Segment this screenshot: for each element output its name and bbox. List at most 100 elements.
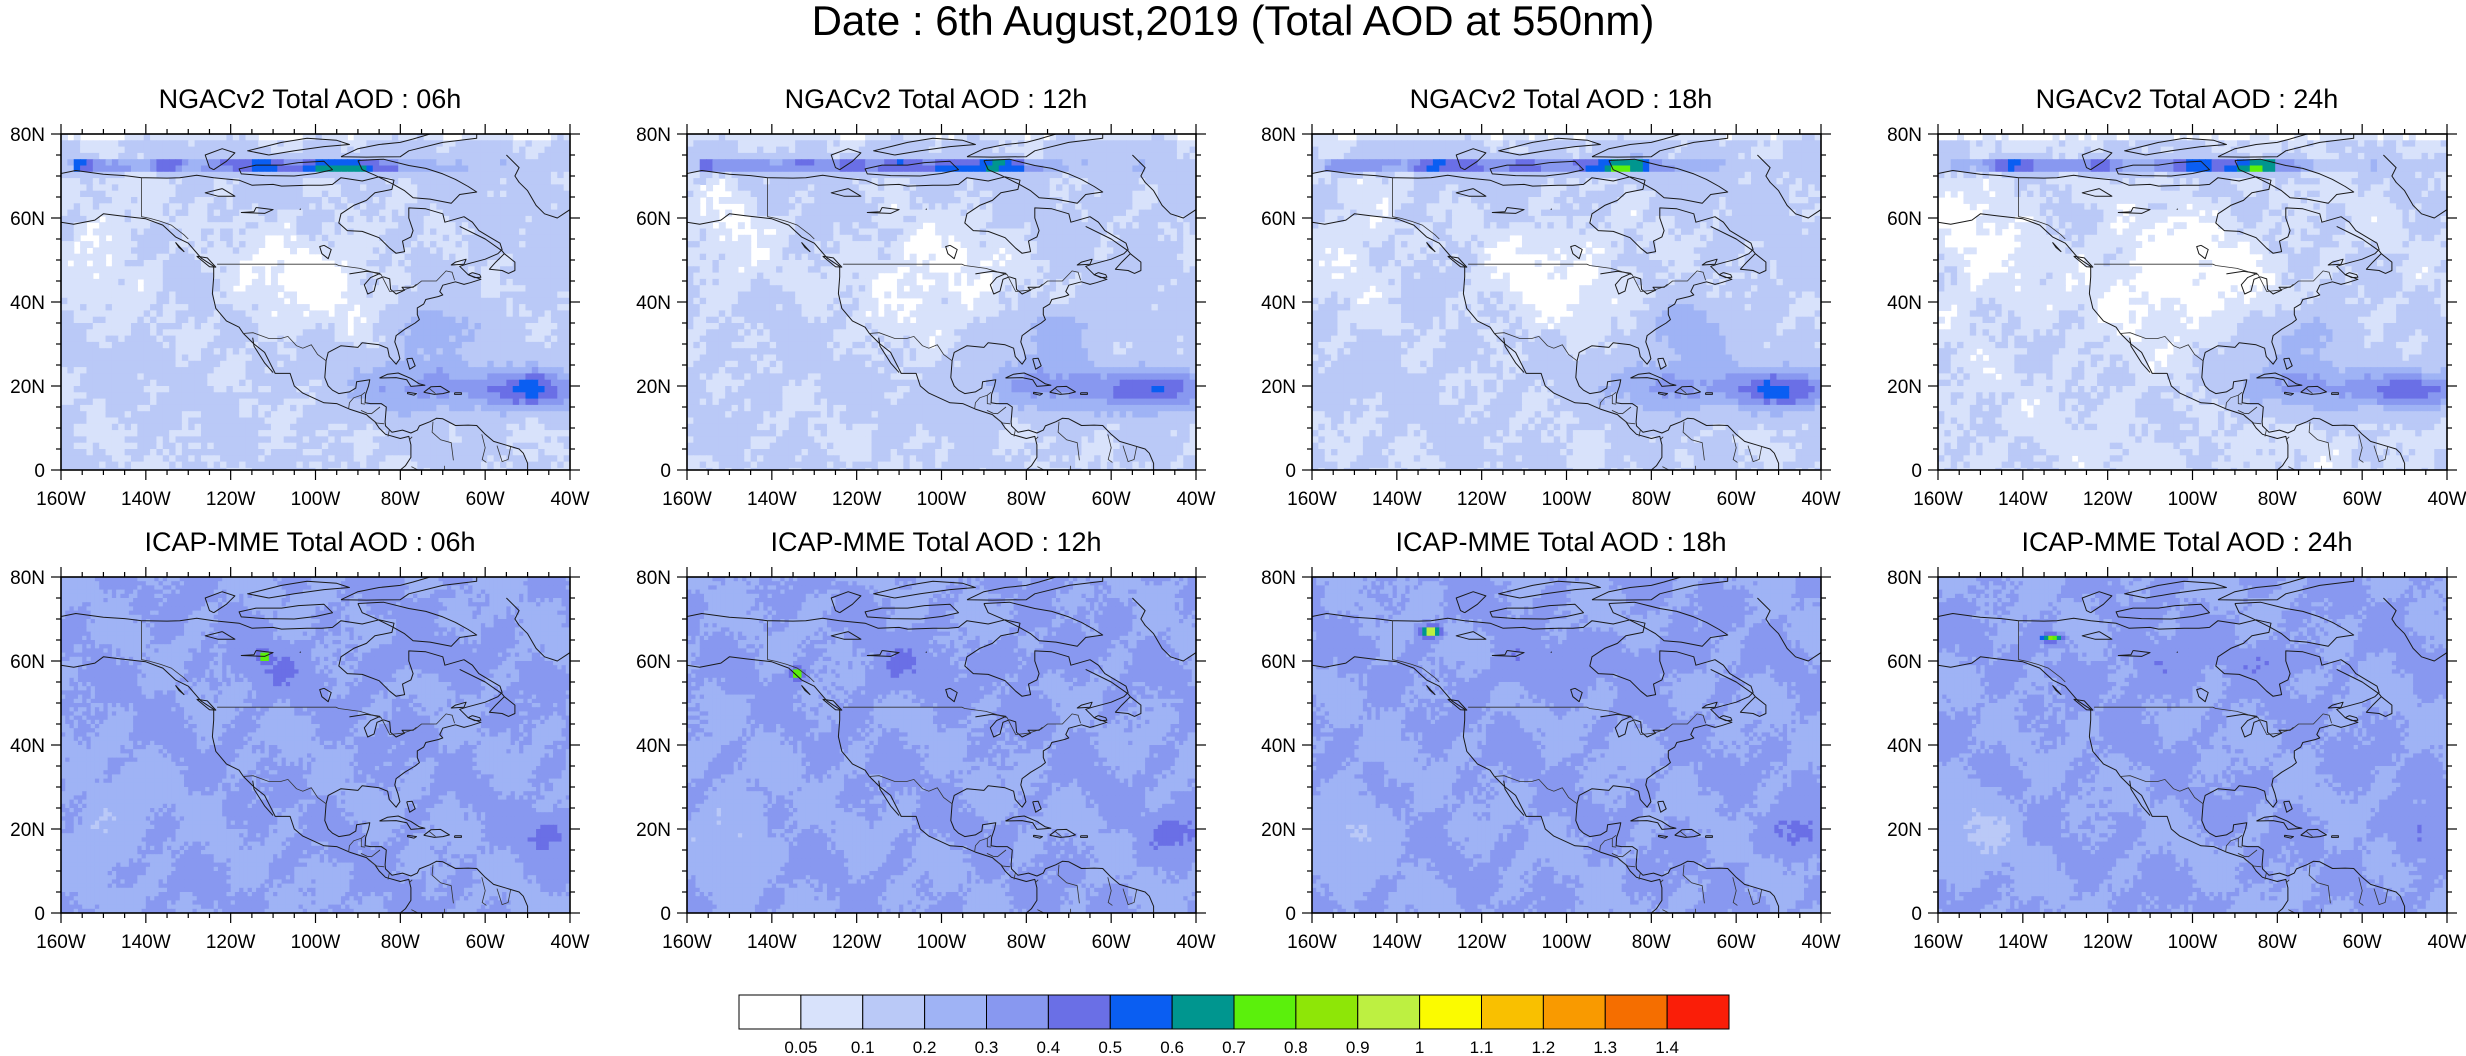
country-borders [1392, 177, 1762, 470]
coastlines [61, 134, 570, 470]
x-tick-label: 60W [2343, 932, 2382, 953]
x-tick-label: 140W [747, 932, 797, 953]
colorbar-swatch [1233, 994, 1297, 1030]
x-tick-label: 80W [2258, 932, 2297, 953]
coastlines [1312, 577, 1821, 913]
y-tick-label: 60N [1261, 209, 1296, 230]
y-tick-label: 20N [10, 377, 45, 398]
x-tick-label: 40W [550, 489, 589, 510]
figure-title: Date : 6th August,2019 (Total AOD at 550… [0, 0, 2466, 42]
country-borders [2018, 177, 2388, 470]
colorbar-swatch [1295, 994, 1359, 1030]
x-tick-label: 140W [1372, 932, 1422, 953]
y-tick-label: 20N [1261, 377, 1296, 398]
x-tick-label: 40W [1176, 489, 1215, 510]
axis-ticks [1302, 124, 1831, 480]
colorbar-label: 1.1 [1470, 1038, 1494, 1056]
aod-field [687, 134, 1196, 470]
x-tick-label: 40W [550, 932, 589, 953]
x-tick-label: 60W [1717, 932, 1756, 953]
map-panel: ICAP-MME Total AOD : 12h 160W 140W 120W 100W… [626, 527, 1246, 967]
x-tick-label: 140W [121, 489, 171, 510]
y-tick-label: 40N [1887, 736, 1922, 757]
x-tick-label: 140W [747, 489, 797, 510]
aod-field [1312, 134, 1821, 470]
panel-title: ICAP-MME Total AOD : 18h [1251, 527, 1871, 557]
x-tick-label: 80W [1007, 932, 1046, 953]
country-borders [767, 177, 1137, 470]
panel-title: NGACv2 Total AOD : 24h [1877, 84, 2466, 114]
y-tick-label: 80N [1887, 568, 1922, 589]
colorbar-label: 0.9 [1346, 1038, 1370, 1056]
map-plot: 160W 140W 120W 100W 80W 60W 40W 0 20N 40N 60N 80N [1887, 124, 2466, 510]
panel-title: NGACv2 Total AOD : 06h [0, 84, 620, 114]
x-tick-label: 140W [1998, 489, 2048, 510]
x-tick-label: 140W [1998, 932, 2048, 953]
coastlines [687, 577, 1196, 913]
panel-title: NGACv2 Total AOD : 18h [1251, 84, 1871, 114]
colorbar-swatch [1047, 994, 1111, 1030]
y-tick-label: 60N [1887, 652, 1922, 673]
colorbar-label: 1.2 [1532, 1038, 1556, 1056]
x-tick-label: 40W [1176, 932, 1215, 953]
map-panel: ICAP-MME Total AOD : 06h 160W 140W 120W 100W… [0, 527, 620, 967]
x-tick-label: 100W [291, 489, 341, 510]
map-panel: NGACv2 Total AOD : 18h 160W 140W 120W 100W 80… [1251, 84, 1871, 524]
y-tick-label: 40N [636, 736, 671, 757]
y-tick-label: 20N [636, 820, 671, 841]
x-tick-label: 80W [381, 932, 420, 953]
x-tick-label: 80W [2258, 489, 2297, 510]
y-tick-label: 80N [636, 568, 671, 589]
colorbar-swatch [738, 994, 802, 1030]
y-tick-label: 40N [1887, 293, 1922, 314]
x-tick-label: 120W [1457, 489, 1507, 510]
axis-ticks [1302, 567, 1831, 923]
x-tick-label: 120W [2083, 489, 2133, 510]
colorbar-label: 1.3 [1593, 1038, 1617, 1056]
x-tick-label: 160W [1913, 489, 1963, 510]
x-tick-label: 160W [1287, 489, 1337, 510]
y-tick-label: 20N [1261, 820, 1296, 841]
y-tick-label: 60N [1887, 209, 1922, 230]
coastlines [1938, 134, 2447, 470]
colorbar-swatch [1171, 994, 1235, 1030]
x-tick-label: 140W [1372, 489, 1422, 510]
colorbar-swatch [1419, 994, 1483, 1030]
map-plot: 160W 140W 120W 100W 80W 60W 40W 0 20N 40N 60N 80N [10, 567, 590, 953]
y-tick-label: 20N [1887, 820, 1922, 841]
country-borders [141, 620, 511, 913]
coastlines [1312, 134, 1821, 470]
y-tick-label: 0 [1911, 461, 1922, 482]
colorbar-label: 0.6 [1160, 1038, 1184, 1056]
x-tick-label: 40W [1801, 489, 1840, 510]
country-borders [767, 620, 1137, 913]
map-panel: ICAP-MME Total AOD : 18h 160W 140W 120W 100W… [1251, 527, 1871, 967]
map-panel: NGACv2 Total AOD : 06h 160W 140W 120W 100W 80… [0, 84, 620, 524]
y-tick-label: 0 [1911, 904, 1922, 925]
colorbar-label: 1 [1415, 1038, 1424, 1056]
x-tick-label: 100W [291, 932, 341, 953]
panel-title: ICAP-MME Total AOD : 06h [0, 527, 620, 557]
axis-ticks [1928, 567, 2457, 923]
x-tick-label: 40W [2427, 489, 2466, 510]
map-panel: ICAP-MME Total AOD : 24h 160W 140W 120W 100W… [1877, 527, 2466, 967]
colorbar-label: 0.3 [975, 1038, 999, 1056]
y-tick-label: 40N [10, 293, 45, 314]
x-tick-label: 40W [1801, 932, 1840, 953]
y-tick-label: 40N [1261, 293, 1296, 314]
x-tick-label: 80W [1632, 932, 1671, 953]
axis-ticks [677, 124, 1206, 480]
x-tick-label: 120W [832, 489, 882, 510]
x-tick-label: 60W [1092, 932, 1131, 953]
map-panel: NGACv2 Total AOD : 24h 160W 140W 120W 100W 80… [1877, 84, 2466, 524]
colorbar-swatch [1542, 994, 1606, 1030]
aod-field [61, 577, 570, 913]
y-tick-label: 40N [636, 293, 671, 314]
colorbar-swatch [924, 994, 988, 1030]
y-tick-label: 60N [10, 652, 45, 673]
colorbar-swatch [1357, 994, 1421, 1030]
colorbar-swatch [862, 994, 926, 1030]
y-tick-label: 0 [34, 904, 45, 925]
x-tick-label: 60W [2343, 489, 2382, 510]
map-plot: 160W 140W 120W 100W 80W 60W 40W 0 20N 40N 60N 80N [636, 567, 1216, 953]
